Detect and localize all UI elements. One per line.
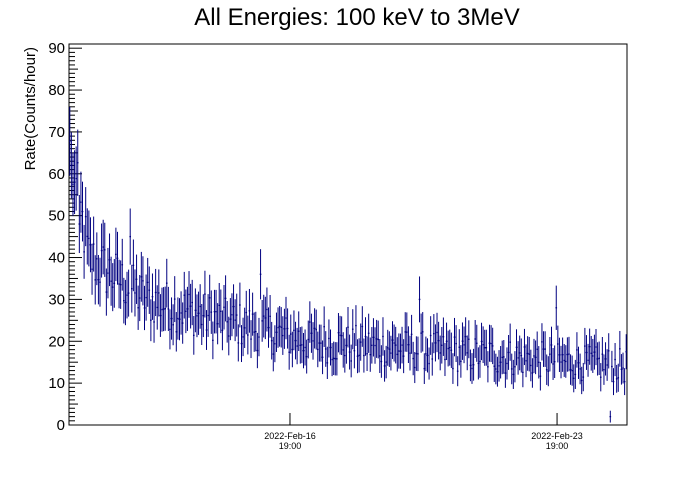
y-tick-label: 40 bbox=[48, 250, 65, 267]
chart-title: All Energies: 100 keV to 3MeV bbox=[194, 4, 520, 31]
x-tick-label-date: 2022-Feb-23 bbox=[531, 431, 583, 441]
y-tick-label: 90 bbox=[48, 40, 65, 57]
y-tick-label: 50 bbox=[48, 208, 65, 225]
y-tick-label: 80 bbox=[48, 82, 65, 99]
x-tick-label-date: 2022-Feb-16 bbox=[264, 431, 316, 441]
plot-area: 01020304050607080902022-Feb-1619:002022-… bbox=[48, 40, 628, 451]
y-axis-label: Rate(Counts/hour) bbox=[22, 47, 39, 170]
y-tick-label: 10 bbox=[48, 375, 65, 392]
y-tick-label: 70 bbox=[48, 124, 65, 141]
y-tick-label: 20 bbox=[48, 333, 65, 350]
plot-frame bbox=[68, 43, 628, 426]
y-tick-label: 30 bbox=[48, 291, 65, 308]
y-tick-label: 60 bbox=[48, 166, 65, 183]
x-tick-label-time: 19:00 bbox=[546, 441, 569, 451]
y-tick-label: 0 bbox=[57, 417, 65, 434]
x-tick-label-time: 19:00 bbox=[279, 441, 302, 451]
